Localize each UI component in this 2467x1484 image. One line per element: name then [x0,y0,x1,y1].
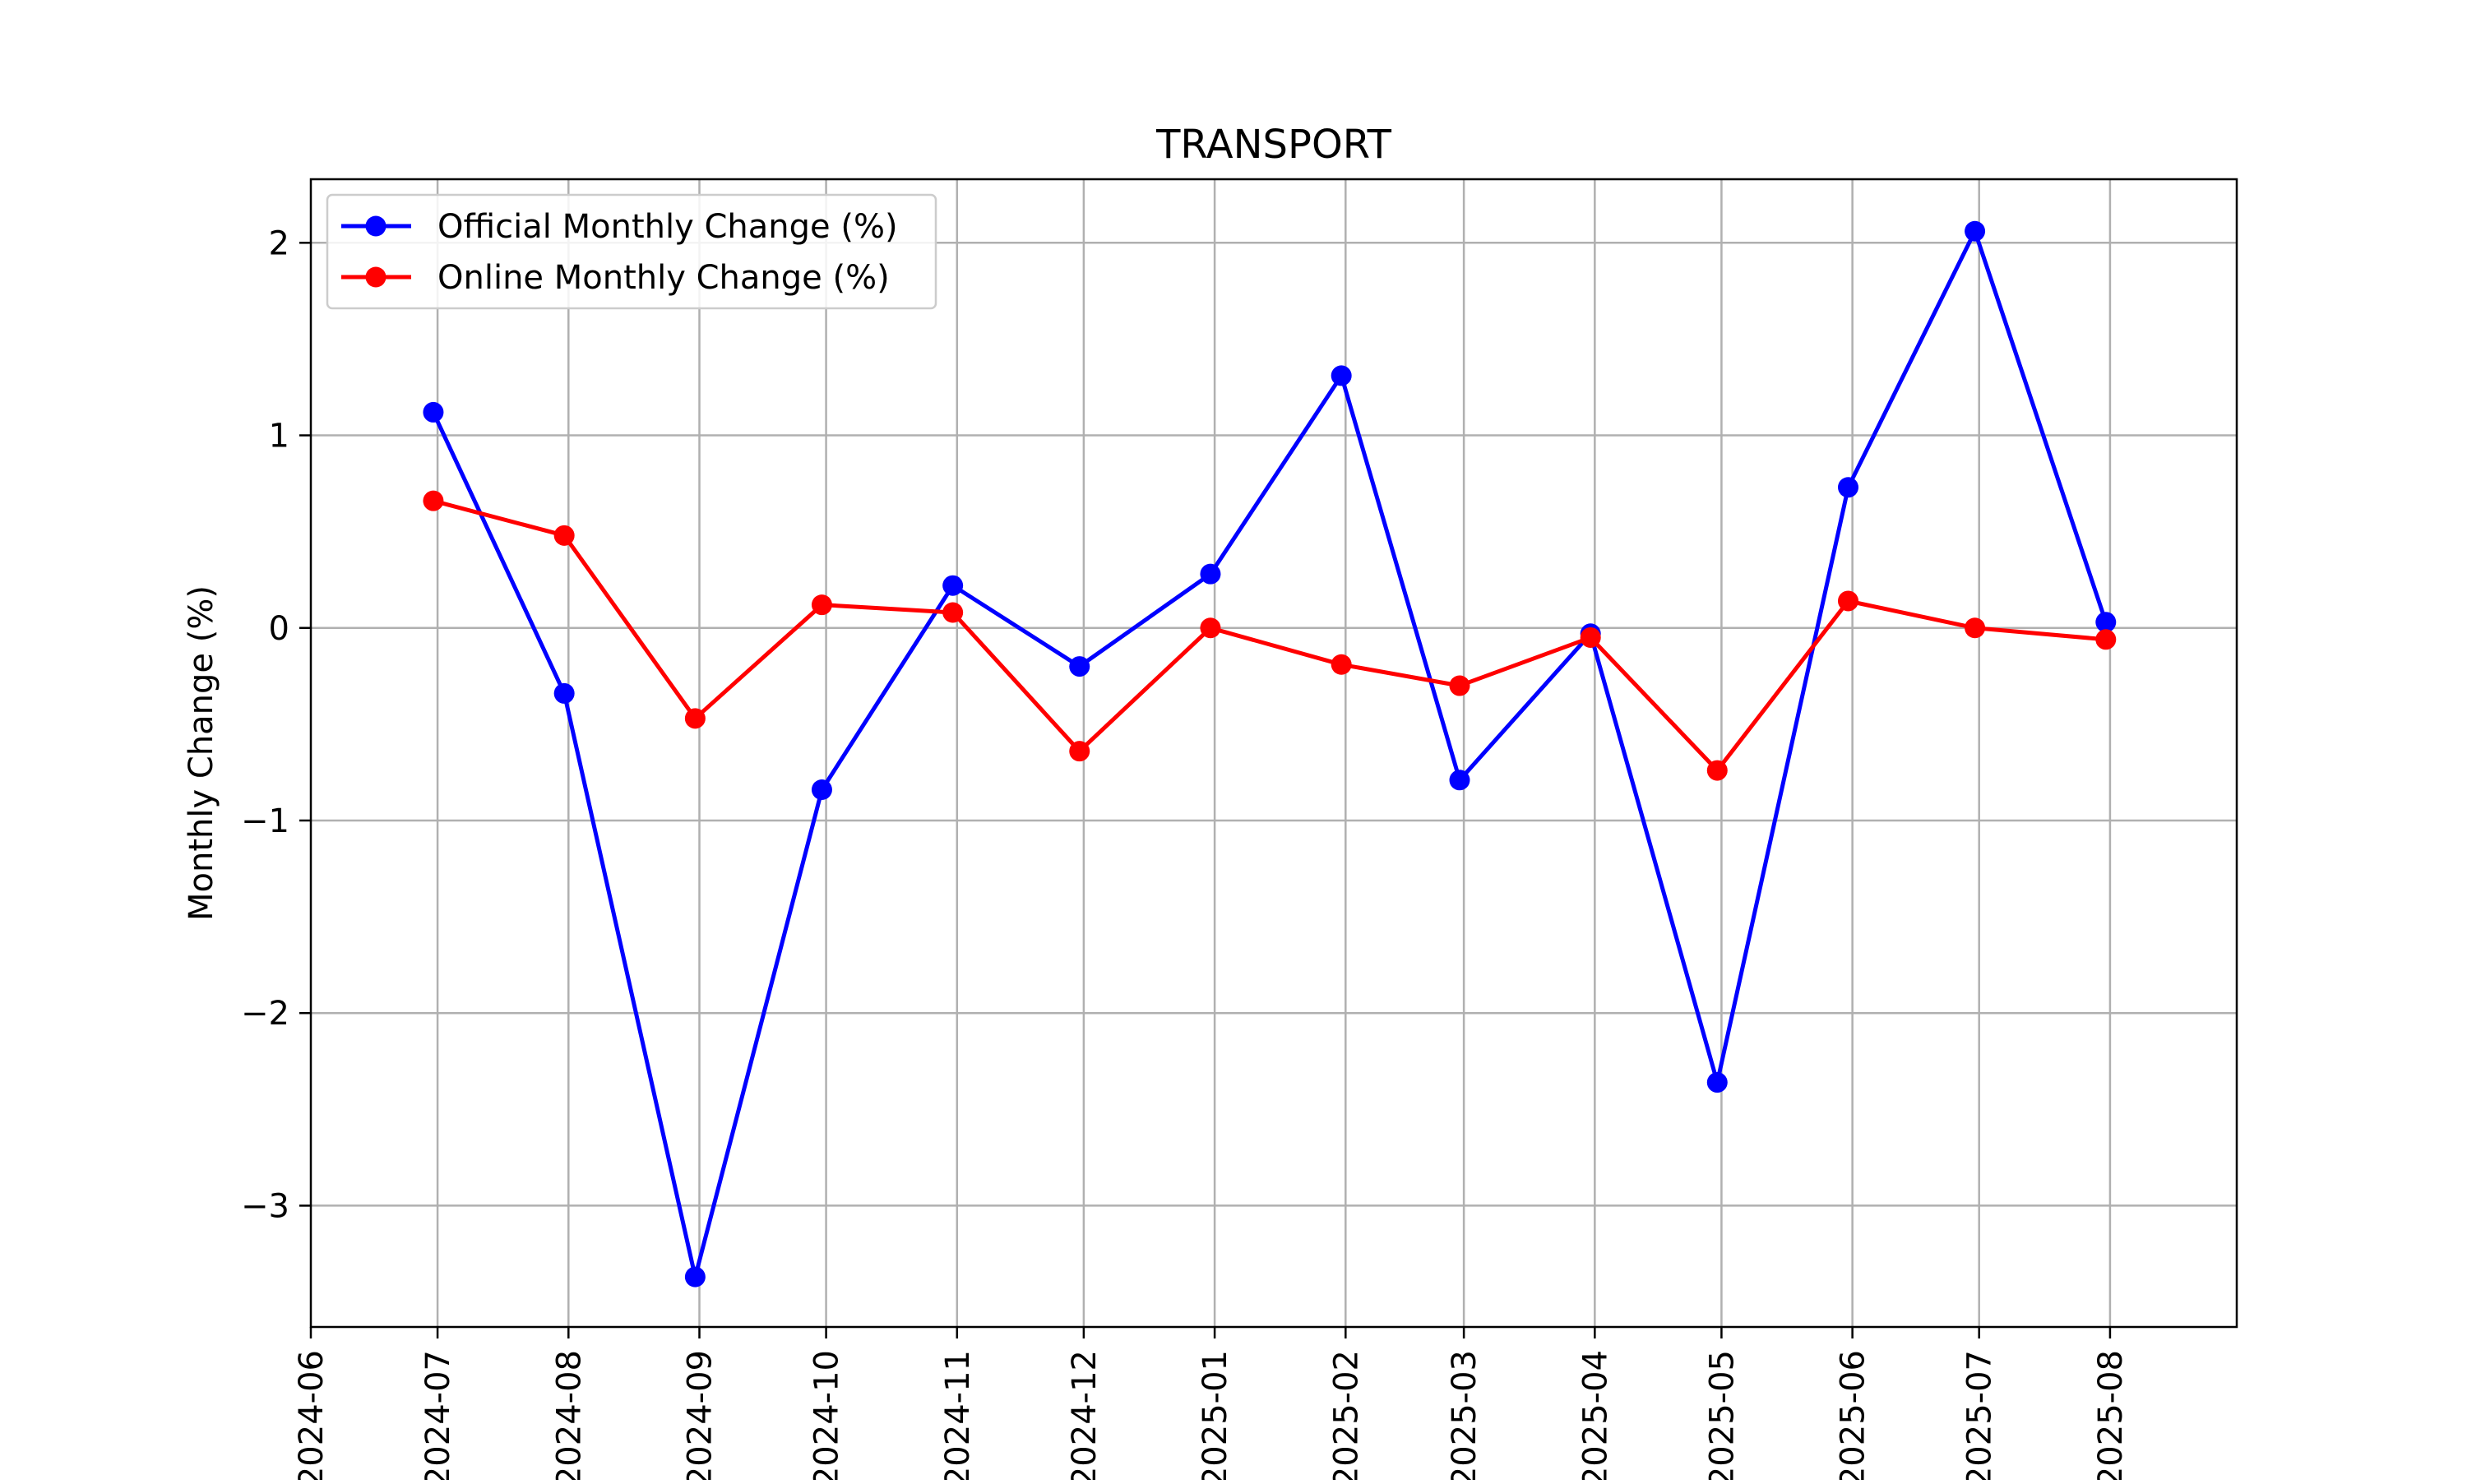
data-point [942,602,964,623]
y-tick-label: −3 [241,1187,289,1225]
legend-marker [365,215,386,237]
legend-label: Online Monthly Change (%) [437,259,890,297]
data-point [811,594,832,616]
x-tick-label: 2025-02 [1327,1350,1365,1480]
x-tick-label: 2024-07 [419,1350,457,1480]
y-tick-label: 0 [269,610,289,648]
data-point [1331,365,1352,386]
y-axis-label: Monthly Change (%) [183,585,220,921]
x-tick-label: 2024-10 [808,1350,846,1480]
data-point [2095,629,2117,650]
data-point [684,1266,706,1288]
data-point [811,779,832,801]
data-point [1331,654,1352,675]
x-tick-label: 2025-05 [1703,1350,1741,1480]
series-line [431,229,2108,1279]
x-tick-label: 2024-06 [293,1350,331,1480]
data-point [1069,656,1090,677]
series-online [423,490,2117,781]
plot-frame [309,178,2238,1329]
data-point [942,575,964,596]
data-point [1706,760,1728,781]
data-point [1965,617,1986,639]
data-point [1449,770,1470,791]
x-tick-label: 2025-01 [1196,1350,1234,1480]
x-tick-label: 2024-11 [939,1350,977,1480]
legend-box [326,193,937,310]
chart-title: TRANSPORT [1155,122,1392,168]
data-point [1069,741,1090,762]
x-tick-label: 2025-06 [1835,1350,1872,1480]
legend: Official Monthly Change (%) Online Monthl… [326,193,937,310]
data-point [1200,563,1221,585]
x-tick-label: 2025-03 [1446,1350,1483,1480]
data-point [2095,612,2117,633]
data-point [553,525,575,546]
series-official [423,220,2117,1288]
legend-marker [365,266,386,288]
y-tick-label: 1 [269,418,289,455]
x-tick-label: 2024-12 [1066,1350,1104,1480]
y-tick-label: −2 [241,995,289,1033]
legend-label: Official Monthly Change (%) [437,208,898,246]
x-tick-label: 2025-07 [1961,1350,1999,1480]
x-tick-label: 2025-04 [1576,1350,1614,1480]
legend-item: Official Monthly Change (%) [341,208,898,246]
data-point [684,708,706,729]
data-point [1200,617,1221,639]
data-point [423,401,444,423]
axis-ticks: 2024-06 2024-07 2024-08 2024-09 2024-10 2024-… [241,224,2130,1484]
data-point [553,682,575,704]
data-point [1580,626,1601,648]
data-point [1449,675,1470,696]
x-tick-label: 2025-08 [2092,1350,2130,1480]
x-tick-label: 2024-09 [682,1350,720,1480]
data-point [1837,477,1858,498]
y-tick-label: −1 [241,802,289,840]
legend-item: Online Monthly Change (%) [341,259,890,297]
data-point [1706,1072,1728,1093]
data-point [423,490,444,511]
data-point [1837,590,1858,612]
y-tick-label: 2 [269,224,289,262]
series-layer [423,220,2117,1288]
data-point [1965,220,1986,242]
x-tick-label: 2024-08 [550,1350,588,1480]
series-line [433,498,2107,773]
